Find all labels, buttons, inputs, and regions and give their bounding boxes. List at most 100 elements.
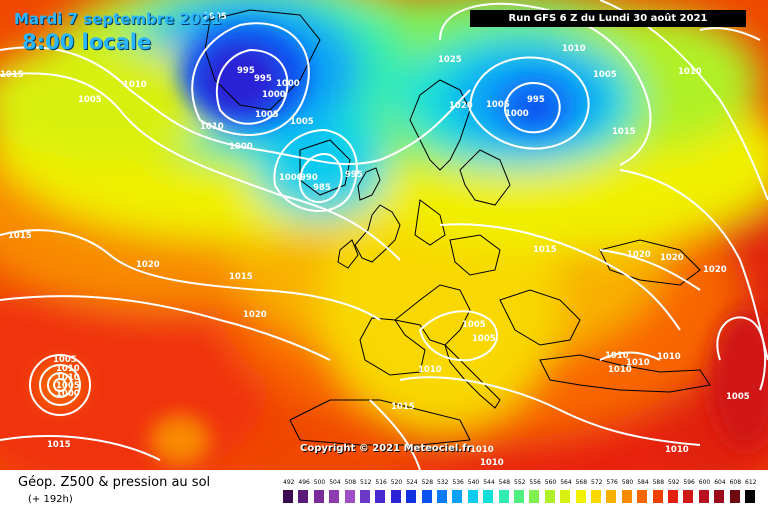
pressure-label: 1010: [123, 80, 147, 90]
color-scale-tick: 600: [698, 479, 711, 486]
color-scale-tick: 572: [591, 479, 603, 486]
color-scale-swatch: [529, 490, 540, 503]
low-pressure-cores: [35, 25, 768, 465]
color-scale-tick: 532: [437, 479, 449, 486]
color-scale-swatch: [498, 490, 509, 503]
color-scale-tick: 552: [514, 479, 526, 486]
color-scale-tick: 548: [498, 479, 511, 486]
pressure-label: 990: [300, 173, 318, 183]
pressure-label: 1015: [8, 231, 32, 241]
pressure-label: 1010: [480, 458, 504, 468]
pressure-label: 1000: [229, 142, 253, 152]
color-scale-tick: 528: [421, 479, 434, 486]
copyright-notice: Copyright © 2021 Meteociel.fr: [300, 443, 472, 454]
color-scale-tick: 524: [406, 479, 418, 486]
pressure-label: 1015: [229, 272, 253, 282]
pressure-label: 1000: [276, 79, 300, 89]
color-scale-tick: 596: [683, 479, 695, 486]
color-scale-swatch: [344, 490, 355, 503]
pressure-label: 1010: [657, 352, 681, 362]
pressure-label: 1020: [703, 265, 727, 275]
color-scale-swatch: [621, 490, 632, 503]
color-scale-tick: 604: [714, 479, 726, 486]
pressure-label: 1020: [627, 250, 651, 260]
color-scale-swatch: [606, 490, 617, 503]
legend-forecast-hour: (+ 192h): [28, 494, 73, 505]
color-scale-tick: 592: [668, 479, 680, 486]
color-scale-swatch: [313, 490, 324, 503]
color-scale-tick: 500: [313, 479, 326, 486]
color-scale-swatch: [467, 490, 478, 503]
pressure-label: 1015: [47, 440, 71, 450]
color-scale-tick: 536: [452, 479, 464, 486]
color-scale-tick: 580: [621, 479, 634, 486]
pressure-label: 1015: [0, 70, 24, 80]
color-scale-tick: 516: [375, 479, 387, 486]
pressure-label: 1010: [470, 445, 494, 455]
color-scale-tick: 588: [652, 479, 665, 486]
pressure-label: 1005: [472, 334, 496, 344]
pressure-label: 1005: [462, 320, 486, 330]
color-scale-tick: 544: [483, 479, 495, 486]
pressure-label: 1005: [486, 100, 510, 110]
color-scale-swatch: [329, 490, 340, 503]
color-scale-swatch: [714, 490, 725, 503]
geopotential-field: [0, 0, 768, 470]
legend-panel: Géop. Z500 & pression au sol (+ 192h) 49…: [0, 470, 768, 512]
pressure-label: 1000: [279, 173, 303, 183]
pressure-label: 1005: [56, 381, 80, 391]
pressure-label: 1025: [438, 55, 462, 65]
pressure-label: 1010: [200, 122, 224, 132]
color-scale-swatch: [698, 490, 709, 503]
pressure-label: 1010: [562, 44, 586, 54]
pressure-label: 995: [527, 95, 545, 105]
pressure-label: 1010: [605, 351, 629, 361]
pressure-label: 1010: [608, 365, 632, 375]
pressure-label: 1005: [726, 392, 750, 402]
color-scale-tick: 612: [745, 479, 757, 486]
pressure-label: 1005: [255, 110, 279, 120]
color-scale-swatch: [375, 490, 386, 503]
pressure-label: 1010: [56, 373, 80, 383]
pressure-label: 1010: [418, 365, 442, 375]
pressure-label: 1005: [290, 117, 314, 127]
color-scale-swatch: [544, 490, 555, 503]
pressure-label: 1020: [136, 260, 160, 270]
geopotential-map: 1005 1015 1010 1005 995 995 1000 1000 10…: [0, 0, 768, 470]
pressure-label: 985: [313, 183, 331, 193]
color-scale-swatch: [437, 490, 447, 503]
forecast-time: 8:00 locale: [22, 30, 152, 54]
color-scale-swatch: [483, 490, 494, 503]
pressure-label: 1000: [262, 90, 286, 100]
color-scale-tick: 508: [344, 479, 357, 486]
pressure-label: 1010: [678, 67, 702, 77]
pressure-label-group: 1005 1015 1010 1005 995 995 1000 1000 10…: [0, 12, 750, 468]
color-scale-tick: 504: [329, 479, 341, 486]
color-scale-tick: 608: [729, 479, 742, 486]
pressure-label: 1000: [56, 389, 80, 399]
color-scale-swatch: [283, 490, 293, 503]
forecast-date: Mardi 7 septembre 2021: [14, 10, 222, 28]
color-scale-tick: 584: [637, 479, 649, 486]
pressure-label: 1005: [593, 70, 617, 80]
legend-title: Géop. Z500 & pression au sol: [18, 475, 211, 490]
color-scale-tick: 496: [298, 479, 310, 486]
color-scale-swatch: [591, 490, 601, 503]
color-scale-swatch: [298, 490, 309, 503]
color-scale-tick: 556: [529, 479, 541, 486]
pressure-label: 1015: [533, 245, 557, 255]
pressure-label: 1020: [449, 101, 473, 111]
color-scale-tick: 492: [283, 479, 295, 486]
color-scale-swatch: [514, 490, 524, 503]
pressure-label: 1020: [243, 310, 267, 320]
pressure-label: 995: [345, 170, 363, 180]
color-scale-tick: 540: [467, 479, 480, 486]
pressure-label: 1010: [665, 445, 689, 455]
pressure-label: 1005: [203, 12, 227, 22]
color-scale-swatch: [729, 490, 740, 503]
pressure-label: 1005: [53, 355, 77, 365]
color-scale-swatch: [390, 490, 401, 503]
color-scale-swatch: [683, 490, 694, 503]
color-scale-swatch: [652, 490, 663, 503]
